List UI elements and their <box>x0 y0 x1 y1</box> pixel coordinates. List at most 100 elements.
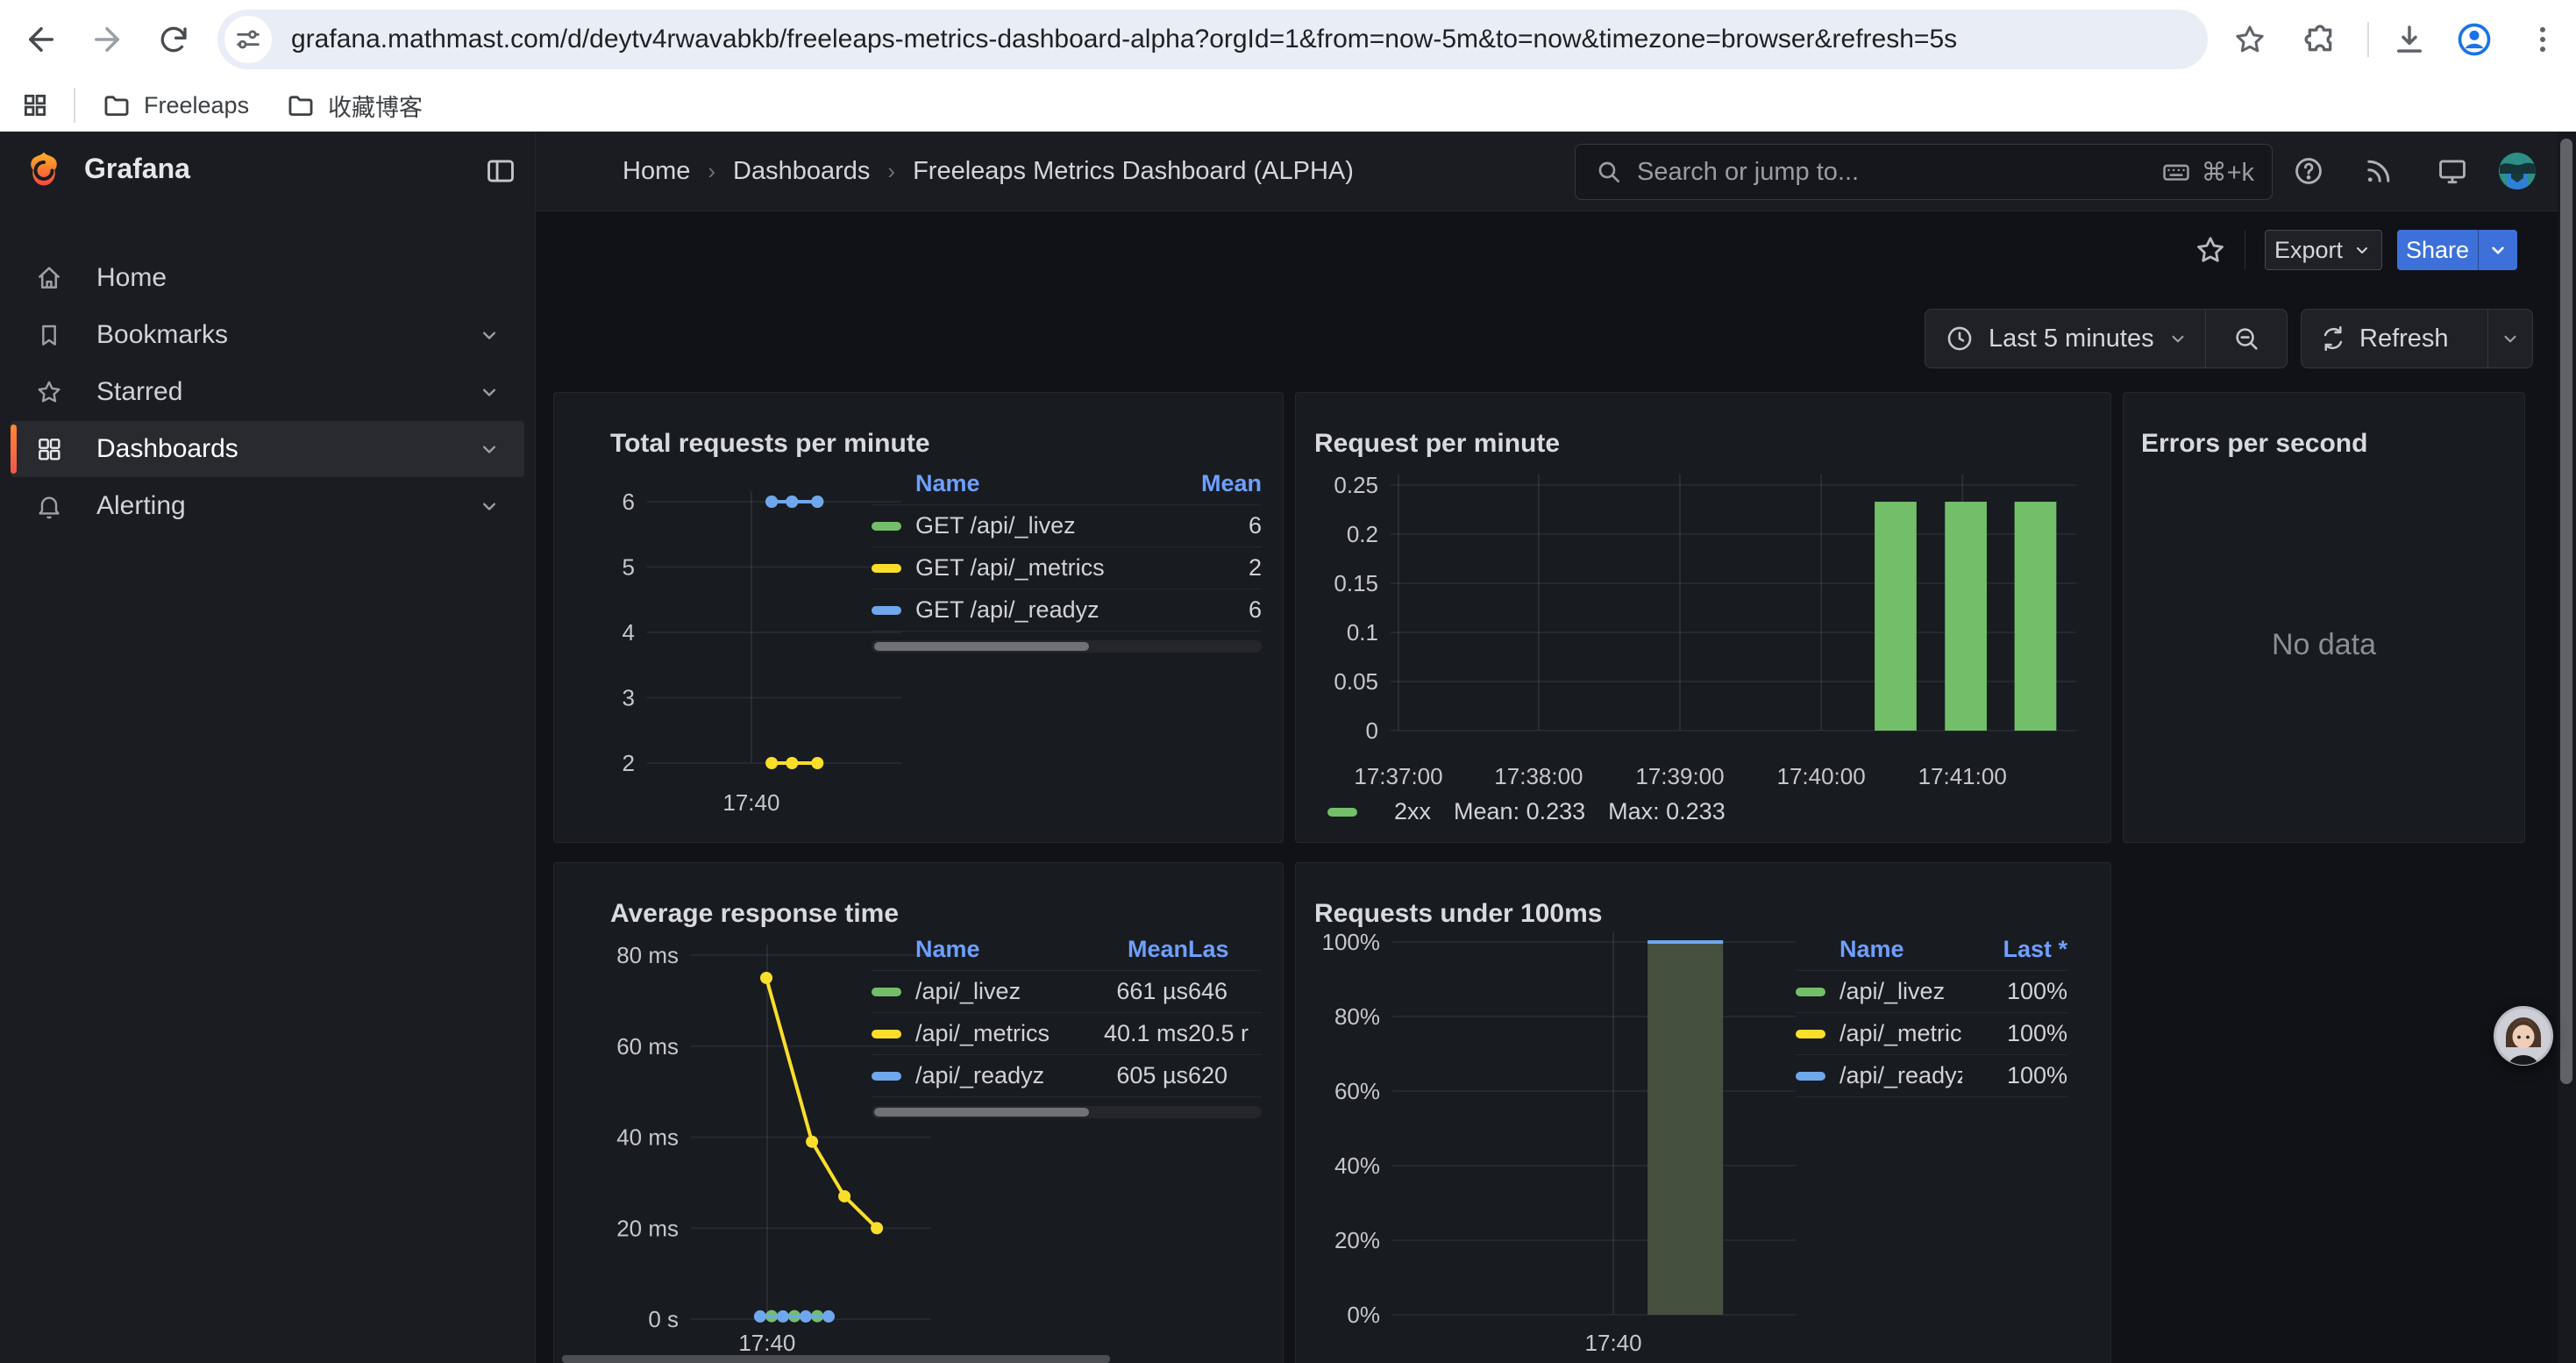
legend-row[interactable]: /api/_metrics40.1 ms20.5 r <box>872 1013 1262 1055</box>
svg-text:40%: 40% <box>1334 1152 1380 1179</box>
refresh-interval-button[interactable] <box>2488 327 2532 350</box>
breadcrumb-home[interactable]: Home <box>623 157 690 186</box>
sidebar-item-starred[interactable]: Starred <box>11 364 524 420</box>
legend-table: NameMeanLas/api/_livez661 µs646/api/_met… <box>872 929 1262 1118</box>
chevron-down-icon <box>477 323 502 347</box>
collapse-sidebar-button[interactable] <box>484 154 517 188</box>
sidebar: Home Bookmarks Starred Dashboards Alerti <box>0 211 535 1363</box>
time-range-picker[interactable]: Last 5 minutes <box>1925 309 2288 368</box>
search-icon <box>1595 158 1623 186</box>
search-input[interactable]: Search or jump to... ⌘+k <box>1575 144 2273 200</box>
user-avatar-image <box>2498 152 2537 190</box>
address-bar[interactable] <box>217 10 2208 69</box>
breadcrumb: Home › Dashboards › Freeleaps Metrics Da… <box>623 132 1354 211</box>
legend[interactable]: 2xx Mean: 0.233 Max: 0.233 <box>1327 798 1726 825</box>
user-avatar[interactable] <box>2498 152 2537 190</box>
panel-title[interactable]: Total requests per minute <box>610 429 930 459</box>
bookmark-folder-blogs[interactable]: 收藏博客 <box>272 84 437 126</box>
sidebar-item-bookmarks[interactable]: Bookmarks <box>11 307 524 363</box>
downloads-button[interactable] <box>2381 11 2437 68</box>
panel-title[interactable]: Errors per second <box>2141 429 2367 459</box>
svg-text:17:40: 17:40 <box>1585 1330 1642 1356</box>
apps-grid-button[interactable] <box>18 88 53 123</box>
zoom-out-button[interactable] <box>2206 324 2287 353</box>
legend-row[interactable]: /api/_readyz605 µs620 <box>872 1055 1262 1097</box>
star-dashboard-button[interactable] <box>2191 231 2230 269</box>
sidebar-item-dashboards[interactable]: Dashboards <box>11 421 524 477</box>
folder-icon <box>102 90 132 120</box>
share-menu-button[interactable] <box>2478 230 2517 270</box>
reload-icon <box>156 22 191 57</box>
bookmark-folder-freeleaps[interactable]: Freeleaps <box>88 84 263 126</box>
home-icon <box>34 263 64 293</box>
horizontal-scrollbar-thumb[interactable] <box>562 1355 1110 1363</box>
series-color-chip <box>1796 1072 1825 1081</box>
keyboard-icon <box>2161 157 2191 187</box>
series-color-chip <box>872 1030 901 1038</box>
brand-name: Grafana <box>84 153 190 185</box>
clock-icon <box>1945 324 1975 353</box>
divider <box>2367 22 2369 57</box>
svg-text:40 ms: 40 ms <box>616 1124 679 1151</box>
legend-row[interactable]: GET /api/_metrics2 <box>872 547 1262 589</box>
news-button[interactable] <box>2359 152 2398 190</box>
legend-scrollbar[interactable] <box>872 1106 1262 1118</box>
help-button[interactable] <box>2289 152 2328 190</box>
monitor-icon <box>2436 154 2469 188</box>
svg-text:6: 6 <box>623 489 635 515</box>
breadcrumb-dashboards[interactable]: Dashboards <box>733 157 870 186</box>
rss-icon <box>2363 155 2395 187</box>
bookmarks-bar: Freeleaps 收藏博客 <box>0 79 2576 132</box>
series-color-chip <box>872 564 901 573</box>
folder-icon <box>286 90 316 120</box>
profile-button[interactable] <box>2446 11 2502 68</box>
legend-row[interactable]: GET /api/_readyz6 <box>872 589 1262 632</box>
legend-table: NameLast */api/_livez100%/api/_metrics10… <box>1796 929 2067 1097</box>
legend-row[interactable]: GET /api/_livez6 <box>872 505 1262 547</box>
refresh-picker[interactable]: Refresh <box>2301 309 2533 368</box>
bookmark-page-button[interactable] <box>2222 11 2278 68</box>
display-button[interactable] <box>2433 152 2472 190</box>
extensions-button[interactable] <box>2292 11 2348 68</box>
svg-text:17:40:00: 17:40:00 <box>1776 763 1865 789</box>
chevron-down-icon <box>2499 327 2522 350</box>
legend-row[interactable]: /api/_readyz100% <box>1796 1055 2067 1097</box>
requests-under-100ms-chart[interactable]: 100%80%60%40%20%0%17:40 <box>1313 924 1804 1363</box>
panel-title[interactable]: Request per minute <box>1314 429 1560 459</box>
request-per-minute-chart[interactable]: 0.250.20.150.10.05017:37:0017:38:0017:39… <box>1313 463 2085 796</box>
legend-scrollbar[interactable] <box>872 640 1262 653</box>
export-button[interactable]: Export <box>2265 230 2382 270</box>
refresh-label: Refresh <box>2359 325 2449 353</box>
svg-text:0.1: 0.1 <box>1347 619 1378 646</box>
total-requests-chart[interactable]: 6543217:40 <box>607 481 905 823</box>
divider <box>74 88 75 123</box>
legend-row[interactable]: /api/_livez661 µs646 <box>872 971 1262 1013</box>
search-shortcut: ⌘+k <box>2161 157 2254 188</box>
chevron-down-icon <box>2487 239 2509 261</box>
panel-total-requests: Total requests per minute 6543217:40 Nam… <box>553 392 1284 843</box>
assistant-avatar-widget[interactable] <box>2493 1005 2554 1067</box>
arrow-right-icon <box>89 21 125 58</box>
browser-menu-button[interactable] <box>2515 11 2571 68</box>
reload-button[interactable] <box>146 11 202 68</box>
grafana-logo-icon[interactable] <box>23 149 65 191</box>
share-label[interactable]: Share <box>2397 230 2478 270</box>
series-max: Max: 0.233 <box>1608 798 1726 825</box>
sidebar-item-home[interactable]: Home <box>11 250 524 306</box>
legend-row[interactable]: /api/_livez100% <box>1796 971 2067 1013</box>
forward-button[interactable] <box>79 11 135 68</box>
svg-text:0.15: 0.15 <box>1334 570 1378 596</box>
svg-text:0.25: 0.25 <box>1334 472 1378 498</box>
svg-text:20%: 20% <box>1334 1227 1380 1253</box>
svg-text:0 s: 0 s <box>648 1306 679 1332</box>
legend-table: NameMeanGET /api/_livez6GET /api/_metric… <box>872 463 1262 653</box>
legend-row[interactable]: /api/_metrics100% <box>1796 1013 2067 1055</box>
url-input[interactable] <box>289 24 2134 55</box>
back-button[interactable] <box>13 11 69 68</box>
site-settings-button[interactable] <box>224 16 272 63</box>
svg-text:17:40: 17:40 <box>722 789 779 816</box>
tune-icon <box>233 25 263 54</box>
scrollbar-thumb[interactable] <box>2560 139 2572 1084</box>
sidebar-item-alerting[interactable]: Alerting <box>11 478 524 534</box>
share-button[interactable]: Share <box>2397 230 2517 270</box>
